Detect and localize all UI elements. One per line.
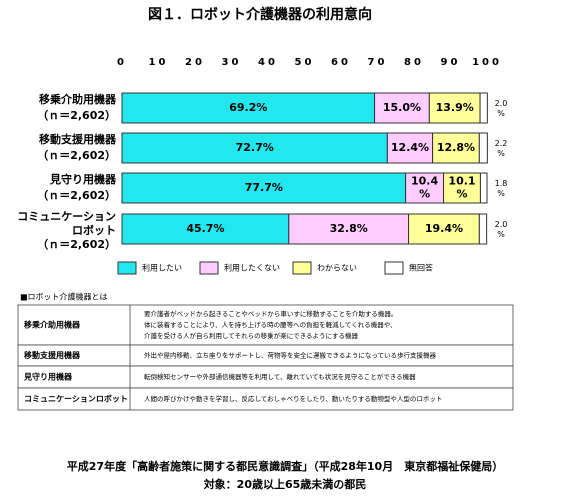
value-label: 13.9% bbox=[436, 101, 474, 114]
value-label: 69.2% bbox=[229, 101, 267, 114]
value-label: 72.7% bbox=[236, 141, 274, 154]
value-label: 10.1% bbox=[448, 175, 475, 201]
bar-segment bbox=[121, 213, 290, 245]
bar-segment bbox=[443, 172, 481, 204]
table-desc: 介護を受ける人が自ら利用してそれらの移乗が楽にできるようにする機器 bbox=[144, 331, 359, 340]
sample-size: （ｎ＝2,602） bbox=[37, 189, 116, 202]
x-tick-label: 100 bbox=[472, 57, 502, 68]
legend-swatch bbox=[384, 261, 404, 275]
sample-size: （ｎ＝2,602） bbox=[37, 238, 116, 251]
table-desc: 人間の呼びかけや動きを学習し、反応しておしゃべりをしたり、動いたりする動物型や人… bbox=[144, 394, 442, 403]
table-desc: 転倒検知センサーや外部通信機器等を利用して、離れていても状況を見守ることができる… bbox=[144, 372, 416, 381]
chart-title: 図１．ロボット介護機器の利用意向 bbox=[148, 6, 372, 23]
category-label: コミュニケーションロボット bbox=[17, 210, 116, 237]
table-term: 見守り用機器 bbox=[23, 372, 73, 382]
bar-segment bbox=[288, 213, 410, 245]
table-term: 移乗介助用機器 bbox=[24, 320, 81, 330]
x-tick-label: 90 bbox=[441, 57, 461, 68]
legend-label: 利用したい bbox=[142, 263, 182, 273]
value-label: 1.8% bbox=[495, 179, 508, 198]
bar-segment bbox=[121, 172, 407, 204]
x-tick-label: 10 bbox=[149, 57, 169, 68]
value-label: 10.4% bbox=[411, 175, 438, 201]
table-term: 移動支援用機器 bbox=[24, 350, 81, 360]
category-label: 見守り用機器 bbox=[49, 172, 117, 186]
value-label: 15.0% bbox=[383, 101, 421, 114]
x-tick-label: 70 bbox=[368, 57, 388, 68]
category-label: 移動支援用機器 bbox=[39, 132, 117, 146]
x-tick-label: 60 bbox=[331, 57, 351, 68]
x-tick-label: 40 bbox=[258, 57, 278, 68]
value-label: 45.7% bbox=[186, 222, 224, 235]
definitions-title: ■ロボット介護機器とは bbox=[20, 292, 108, 302]
legend-label: 利用したくない bbox=[224, 263, 280, 273]
value-label: 2.0% bbox=[495, 220, 508, 239]
bar-segment bbox=[478, 132, 488, 164]
bar-segment bbox=[386, 132, 434, 164]
x-tick-label: 50 bbox=[295, 57, 315, 68]
bar-segment bbox=[121, 92, 376, 124]
value-label: 32.8% bbox=[330, 222, 368, 235]
legend-swatch bbox=[117, 261, 137, 275]
legend-swatch bbox=[199, 261, 219, 275]
legend-label: 無回答 bbox=[409, 263, 433, 273]
bar-segment bbox=[405, 172, 445, 204]
x-tick-label: 0 bbox=[117, 57, 127, 68]
x-tick-label: 30 bbox=[222, 57, 242, 68]
table-desc: 外出や屋内移動、立ち座りをサポートし、荷物等を安全に運搬できるようになっている歩… bbox=[144, 351, 437, 360]
target: 対象：20歳以上65歳未満の都民 bbox=[203, 477, 367, 491]
value-label: 2.2% bbox=[495, 139, 508, 158]
value-label: 77.7% bbox=[245, 181, 283, 194]
legend-swatch bbox=[292, 261, 312, 275]
bar-segment bbox=[432, 132, 480, 164]
sample-size: （ｎ＝2,602） bbox=[37, 149, 116, 162]
table-term: コミュニケーションロボット bbox=[24, 394, 128, 404]
table-desc: 体に装着することにより、人を持ち上げる時の腰等への負担を軽減してくれる機器や、 bbox=[144, 320, 397, 329]
value-label: 2.0% bbox=[495, 99, 508, 118]
sample-size: （ｎ＝2,602） bbox=[37, 109, 116, 122]
bar-segment bbox=[478, 213, 488, 245]
legend-label: わからない bbox=[317, 264, 357, 273]
x-tick-label: 80 bbox=[404, 57, 424, 68]
x-tick-label: 20 bbox=[185, 57, 205, 68]
table-row bbox=[17, 387, 514, 411]
category-label: 移乗介助用機器 bbox=[39, 92, 117, 106]
value-label: 19.4% bbox=[425, 222, 463, 235]
source: 平成27年度「高齢者施策に関する都民意識調査」（平成28年10月 東京都福祉保健… bbox=[67, 459, 503, 473]
bar-segment bbox=[374, 92, 430, 124]
value-label: 12.4% bbox=[391, 141, 429, 154]
value-label: 12.8% bbox=[437, 141, 475, 154]
table-desc: 要介護者がベッドから起きることやベッドから車いすに移動することを介助する機器。 bbox=[144, 309, 397, 318]
bar-segment bbox=[428, 92, 481, 124]
bar-segment bbox=[479, 92, 488, 124]
bar-segment bbox=[479, 172, 488, 204]
bar-segment bbox=[408, 213, 480, 245]
